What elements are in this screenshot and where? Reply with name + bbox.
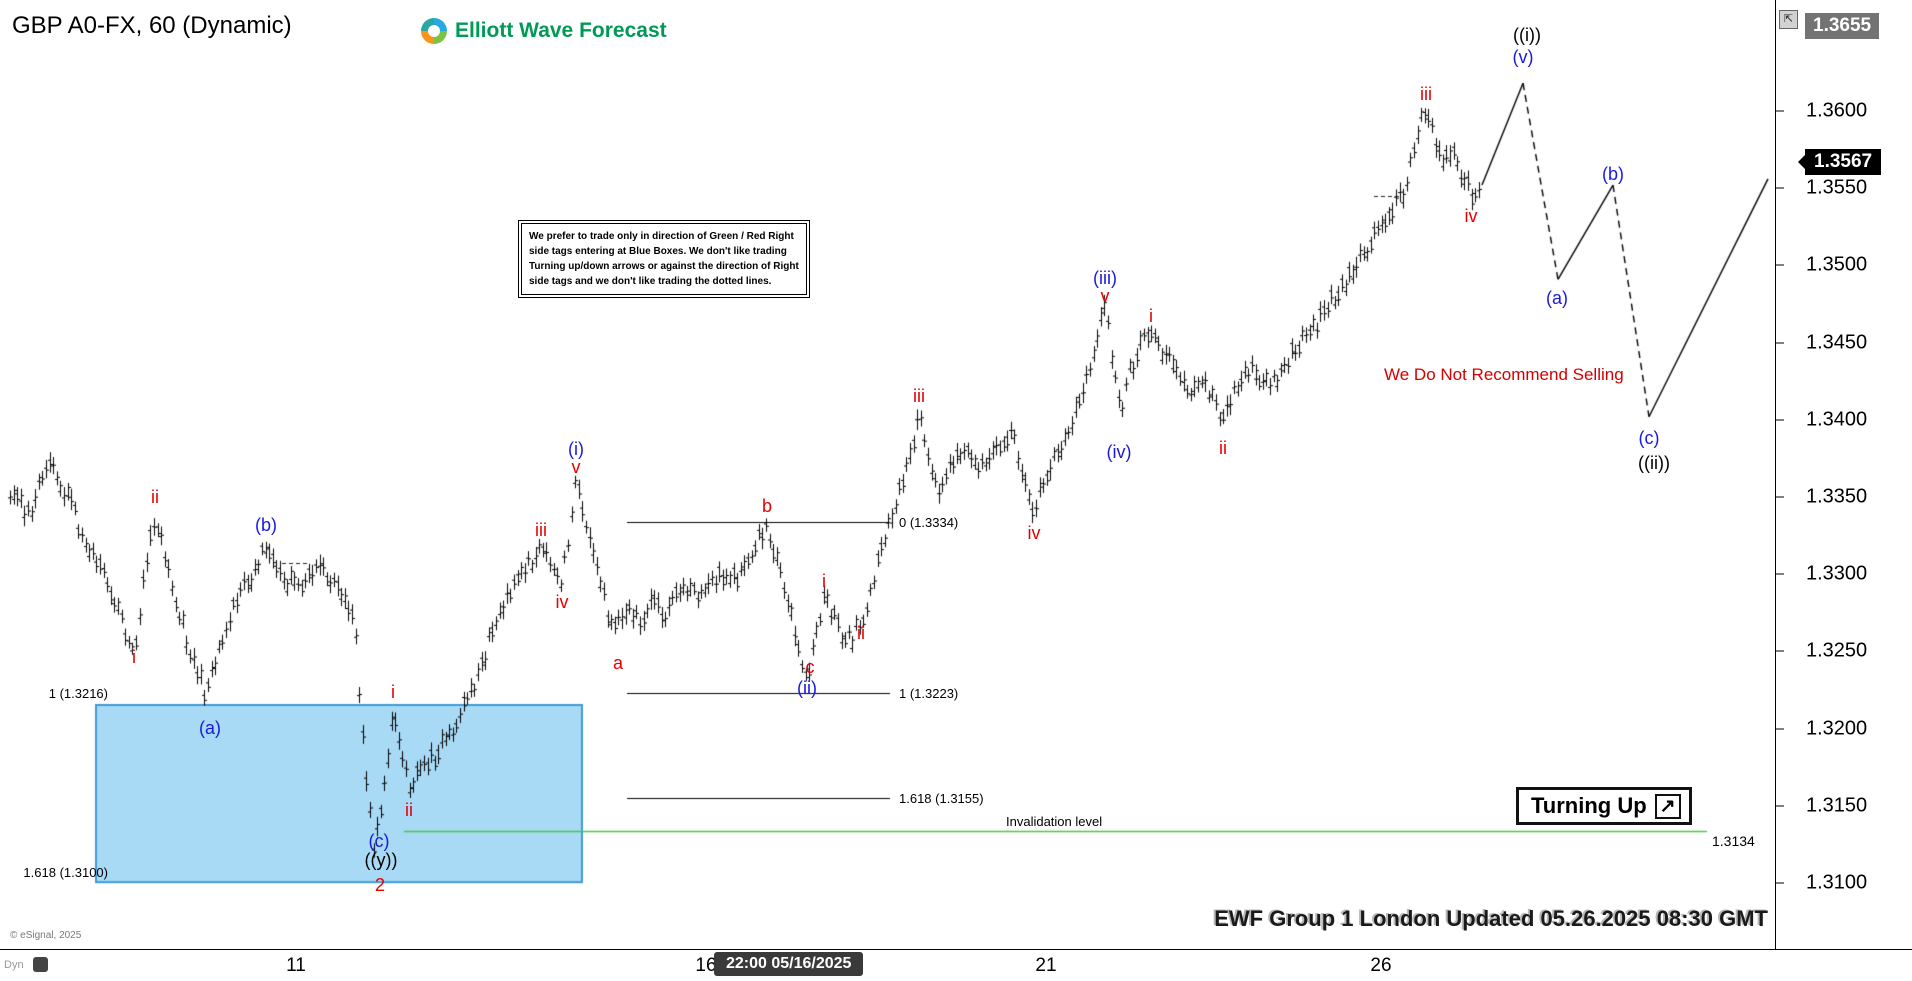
invalidation-level-value: 1.3134 [1712, 833, 1755, 849]
time-axis-line [0, 949, 1912, 950]
price-tick: 1.3500 [1806, 253, 1868, 276]
invalidation-level-label: Invalidation level [1006, 814, 1103, 829]
price-tick: 1.3250 [1806, 639, 1868, 662]
note-box-line: Turning up/down arrows or against the di… [529, 261, 799, 272]
tick-mark [1776, 110, 1784, 112]
trading-note-box: We prefer to trade only in direction of … [518, 220, 810, 298]
tick-mark [1776, 882, 1784, 884]
price-axis: 1.3600 1.3550 1.3500 1.3450 1.3400 1.3350 1.33… [1776, 0, 1912, 949]
tick-mark [1776, 264, 1784, 266]
price-tick: 1.3150 [1806, 794, 1868, 817]
price-axis-line [1775, 0, 1776, 950]
price-tick: 1.3450 [1806, 331, 1868, 354]
date-tick: 21 [1035, 955, 1057, 976]
time-axis: 11 16 21 26 22:00 05/16/2025 Dyn [0, 950, 1912, 981]
date-tick: 11 [286, 955, 306, 976]
price-tick: 1.3100 [1806, 871, 1868, 894]
turning-up-label: Turning Up [1531, 793, 1647, 818]
price-tick: 1.3400 [1806, 408, 1868, 431]
date-tick: 16 [695, 955, 717, 976]
no-sell-warning: We Do Not Recommend Selling [1384, 365, 1624, 384]
chart-type-icon [33, 957, 48, 972]
high-price-badge: 1.3655 [1805, 13, 1880, 39]
tick-mark [1776, 805, 1784, 807]
price-tick: 1.3200 [1806, 717, 1868, 740]
chart-title: GBP A0-FX, 60 (Dynamic) [12, 12, 292, 39]
tick-mark [1776, 342, 1784, 344]
tick-mark [1776, 650, 1784, 652]
copyright: © eSignal, 2025 [10, 930, 82, 941]
tick-mark [1776, 187, 1784, 189]
update-footer: EWF Group 1 London Updated 05.26.2025 08… [1214, 906, 1768, 931]
tick-mark [1776, 573, 1784, 575]
price-tick: 1.3600 [1806, 99, 1868, 122]
note-box-line: We prefer to trade only in direction of … [529, 231, 794, 242]
tick-mark [1776, 728, 1784, 730]
logo: Elliott Wave Forecast [421, 18, 667, 44]
dyn-mode-label: Dyn [4, 959, 24, 971]
tick-mark [1776, 419, 1784, 421]
price-tick: 1.3550 [1806, 176, 1868, 199]
elliott-wave-forecast-logo-icon [421, 18, 447, 44]
note-box-line: side tags entering at Blue Boxes. We don… [529, 246, 787, 257]
up-right-arrow-icon: ↗ [1654, 793, 1681, 819]
note-box-line: side tags and we don't like trading the … [529, 276, 772, 287]
tick-mark [1776, 496, 1784, 498]
turning-up-badge: Turning Up ↗ [1516, 787, 1692, 825]
date-tick: 26 [1370, 955, 1392, 976]
price-tick: 1.3350 [1806, 485, 1868, 508]
time-cursor-badge: 22:00 05/16/2025 [714, 952, 864, 976]
restore-window-icon[interactable]: ⇱ [1779, 10, 1798, 29]
logo-text: Elliott Wave Forecast [455, 19, 667, 42]
current-price-badge: 1.3567 [1805, 148, 1882, 175]
price-tick: 1.3300 [1806, 562, 1868, 585]
